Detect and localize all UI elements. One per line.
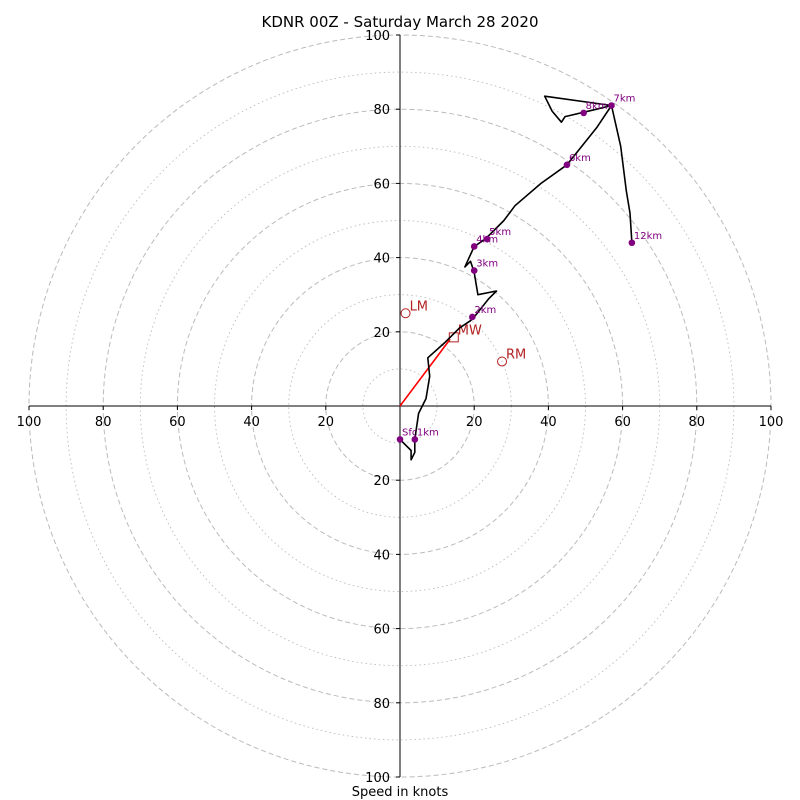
storm-motion-marker <box>497 356 508 367</box>
y-tick-label: 80 <box>373 103 390 118</box>
height-point-label: 8km <box>586 101 608 112</box>
storm-motion-label: RM <box>506 347 526 362</box>
height-point <box>628 239 636 247</box>
x-tick-label: 40 <box>243 415 260 430</box>
x-tick-label: 20 <box>466 415 483 430</box>
height-point-label: 2km <box>474 305 496 316</box>
height-point <box>580 109 587 117</box>
height-point <box>563 161 571 169</box>
x-tick-label: 60 <box>169 415 186 430</box>
x-tick-label: 80 <box>95 415 112 430</box>
y-tick-label: 60 <box>373 177 390 192</box>
y-tick-label: 100 <box>365 29 390 44</box>
height-point-label: 7km <box>613 93 635 104</box>
height-point-label: 5km <box>489 227 511 238</box>
height-point-label: 6km <box>569 153 591 164</box>
storm-motion-label: LM <box>410 299 428 314</box>
height-point <box>469 313 476 321</box>
mean-wind-vector <box>399 338 451 407</box>
y-tick-label: 20 <box>373 326 390 341</box>
y-tick-label: 40 <box>373 548 390 563</box>
y-tick-label: 20 <box>373 474 390 489</box>
x-tick-label: 40 <box>540 415 557 430</box>
y-tick-label: 100 <box>365 771 390 786</box>
tick-labels: 100 100 80 80 60 60 40 40 20 20 20 20 40 40 60 60 80 80 10… <box>17 29 784 786</box>
y-tick-label: 40 <box>373 252 390 267</box>
height-point <box>470 243 478 250</box>
x-tick-label: 80 <box>689 415 706 430</box>
x-tick-label: 100 <box>759 415 784 430</box>
height-point-label: 1km <box>417 427 439 438</box>
x-tick-label: 100 <box>17 415 42 430</box>
y-tick-label: 60 <box>373 623 390 638</box>
chart-title: KDNR 00Z - Saturday March 28 2020 <box>262 13 539 31</box>
storm-motion-layer: LM RM MW <box>399 299 526 407</box>
height-point-label: 3km <box>476 259 498 270</box>
height-point <box>608 102 615 109</box>
height-point-label: 12km <box>634 231 662 242</box>
storm-motion-label: MW <box>458 323 482 338</box>
height-points-layer: Sfc1km2km3km4km5km6km7km8km12km <box>396 93 662 443</box>
storm-motion-marker <box>400 308 411 319</box>
wind-trace-layer <box>399 95 633 461</box>
height-point-label: Sfc <box>402 427 417 438</box>
height-point <box>470 267 478 274</box>
height-point <box>396 436 404 443</box>
height-point <box>483 235 491 243</box>
wind-trace <box>399 95 633 461</box>
height-point <box>411 436 419 443</box>
x-axis-label: Speed in knots <box>352 785 449 800</box>
x-tick-label: 20 <box>318 415 335 430</box>
y-tick-label: 80 <box>373 697 390 712</box>
x-tick-label: 60 <box>614 415 631 430</box>
